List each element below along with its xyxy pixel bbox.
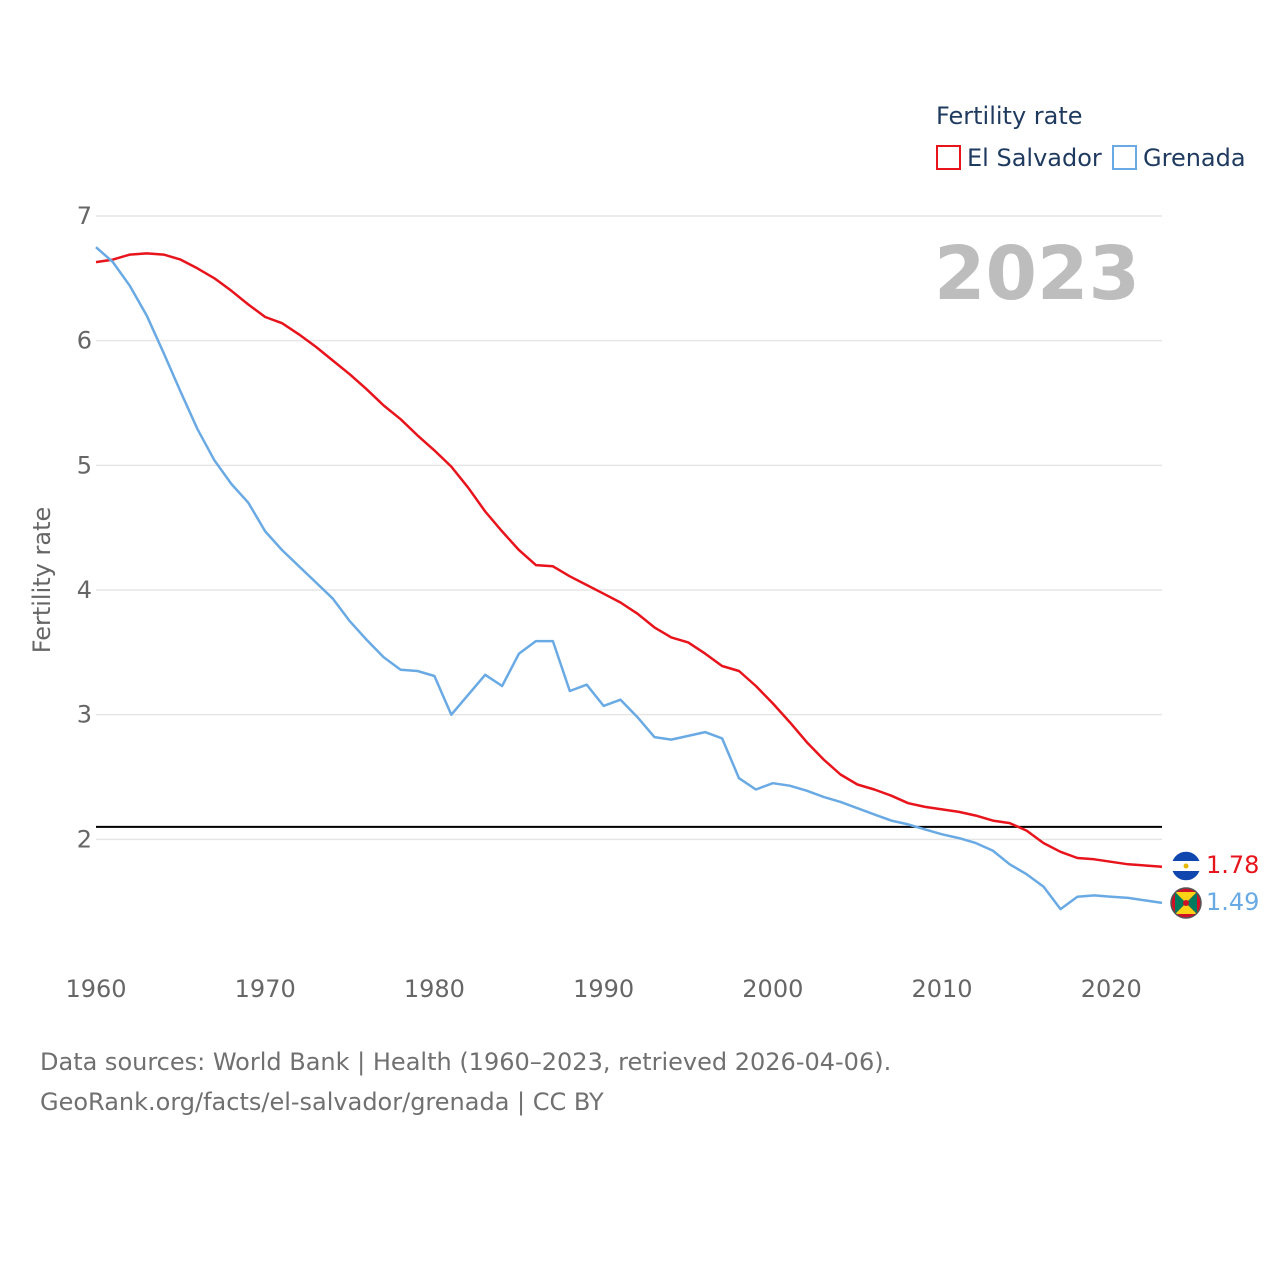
year-label: 2023 (934, 231, 1140, 317)
y-tick-label: 7 (77, 202, 92, 230)
x-tick-label: 1990 (573, 975, 634, 1003)
x-tick-label: 1960 (65, 975, 126, 1003)
y-tick-label: 5 (77, 451, 92, 479)
y-axis-label: Fertility rate (28, 507, 56, 654)
end-value-grenada: 1.49 (1206, 888, 1259, 916)
flag-el-salvador-icon (1170, 850, 1202, 882)
legend-swatch-el-salvador[interactable] (936, 145, 961, 170)
y-tick-label: 6 (77, 327, 92, 355)
legend-label-el-salvador[interactable]: El Salvador (967, 144, 1102, 172)
x-tick-label: 2010 (911, 975, 972, 1003)
fertility-chart: 2 3 4 5 6 7 1960 1970 1980 1990 2000 2010 2020 Fert… (28, 102, 1259, 1003)
legend: Fertility rate El Salvador Grenada (936, 102, 1246, 172)
end-value-el-salvador: 1.78 (1206, 851, 1259, 879)
data-source-footer: Data sources: World Bank | Health (1960–… (40, 1042, 891, 1122)
x-tick-label: 2020 (1081, 975, 1142, 1003)
x-tick-label: 1970 (235, 975, 296, 1003)
series-line-grenada (95, 246, 1163, 911)
flag-grenada-icon (1170, 887, 1202, 919)
x-tick-label: 1980 (404, 975, 465, 1003)
source-line: Data sources: World Bank | Health (1960–… (40, 1048, 892, 1076)
legend-label-grenada[interactable]: Grenada (1143, 144, 1246, 172)
y-axis-ticks: 2 3 4 5 6 7 (77, 202, 92, 853)
y-tick-label: 4 (77, 576, 92, 604)
series-line-el-salvador (95, 252, 1163, 869)
y-tick-label: 2 (77, 825, 92, 853)
license-line: GeoRank.org/facts/el-salvador/grenada | … (40, 1088, 604, 1116)
gridlines (96, 215, 1162, 841)
y-tick-label: 3 (77, 701, 92, 729)
x-tick-label: 2000 (742, 975, 803, 1003)
legend-swatch-grenada[interactable] (1112, 145, 1137, 170)
x-axis-ticks: 1960 1970 1980 1990 2000 2010 2020 (65, 975, 1141, 1003)
legend-title: Fertility rate (936, 102, 1083, 130)
